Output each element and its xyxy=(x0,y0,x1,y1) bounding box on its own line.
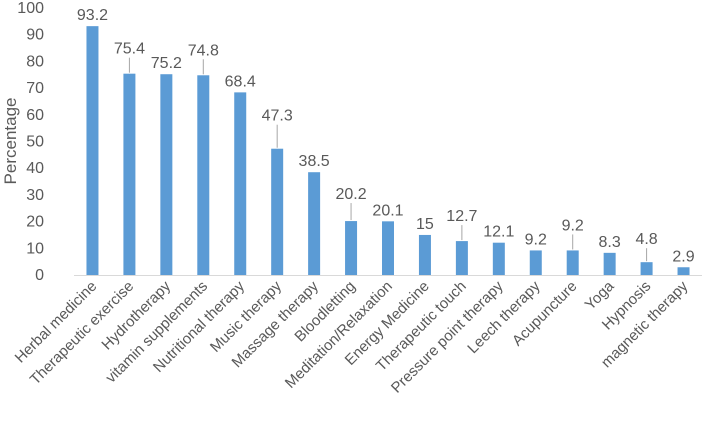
y-tick-label: 50 xyxy=(26,134,44,151)
bar xyxy=(123,73,136,275)
y-tick-label: 20 xyxy=(26,214,44,231)
bar xyxy=(418,234,431,275)
data-label: 20.2 xyxy=(335,186,366,203)
bar xyxy=(197,75,210,275)
data-label: 93.2 xyxy=(77,7,108,24)
data-label: 9.2 xyxy=(562,217,584,234)
data-label: 9.2 xyxy=(525,231,547,248)
bar xyxy=(566,250,579,275)
data-labels-group: 93.2 75.4 75.2 74.8 68.4 47.3 38.5 20.2 20.1 15 12… xyxy=(77,7,695,265)
bars-group xyxy=(86,26,690,275)
data-label: 68.4 xyxy=(225,73,256,90)
y-axis-ticks: 0 10 20 30 40 50 60 70 80 90 100 xyxy=(17,0,44,284)
y-axis-title-group: Percentage xyxy=(1,98,20,185)
bar xyxy=(529,250,542,275)
bar xyxy=(271,148,284,275)
bar xyxy=(160,74,173,275)
y-axis-title: Percentage xyxy=(1,98,20,185)
bar xyxy=(455,241,468,275)
y-tick-label: 40 xyxy=(26,160,44,177)
y-tick-label: 70 xyxy=(26,80,44,97)
bar xyxy=(308,172,321,275)
y-tick-label: 100 xyxy=(17,0,44,17)
data-label: 4.8 xyxy=(635,231,657,248)
data-label: 75.2 xyxy=(151,55,182,72)
data-label: 2.9 xyxy=(672,248,694,265)
y-tick-label: 60 xyxy=(26,107,44,124)
bar xyxy=(677,267,690,275)
data-label: 38.5 xyxy=(299,153,330,170)
data-label: 12.7 xyxy=(446,208,477,225)
data-label: 47.3 xyxy=(262,108,293,125)
y-tick-label: 0 xyxy=(35,267,44,284)
bar xyxy=(234,92,247,275)
data-label: 20.1 xyxy=(372,202,403,219)
bar xyxy=(382,221,394,275)
data-label: 74.8 xyxy=(188,42,219,59)
bar xyxy=(345,221,358,275)
data-label: 15 xyxy=(416,216,434,233)
bar xyxy=(640,262,653,275)
y-tick-label: 30 xyxy=(26,187,44,204)
data-label: 75.4 xyxy=(114,41,145,58)
y-tick-label: 80 xyxy=(26,53,44,70)
bar xyxy=(86,26,99,275)
y-tick-label: 10 xyxy=(26,240,44,257)
bar xyxy=(603,252,616,275)
bar xyxy=(492,242,505,275)
y-tick-label: 90 xyxy=(26,27,44,44)
data-label: 12.1 xyxy=(483,224,514,241)
data-label: 8.3 xyxy=(599,234,621,251)
